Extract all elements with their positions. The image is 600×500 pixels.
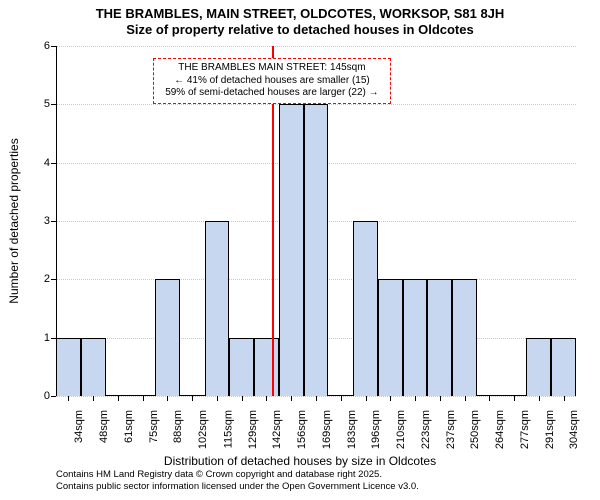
title-line-2: Size of property relative to detached ho…: [0, 22, 600, 38]
x-tick-label: 223sqm: [420, 410, 432, 449]
x-tick: [390, 396, 391, 401]
x-tick-label: 129sqm: [247, 410, 259, 449]
x-tick: [489, 396, 490, 401]
x-axis-label: Distribution of detached houses by size …: [0, 454, 600, 468]
bar: [229, 338, 254, 396]
x-tick-label: 115sqm: [222, 410, 234, 448]
bar: [452, 279, 477, 396]
x-tick-label: 237sqm: [445, 410, 457, 449]
chart-plot-area: 012345634sqm48sqm61sqm75sqm88sqm102sqm11…: [56, 46, 576, 396]
annotation-line-1: THE BRAMBLES MAIN STREET: 145sqm: [160, 62, 384, 75]
x-tick-label: 183sqm: [346, 410, 358, 449]
x-tick-label: 250sqm: [470, 410, 482, 449]
annotation-line-2: ← 41% of detached houses are smaller (15…: [160, 75, 384, 88]
title-line-1: THE BRAMBLES, MAIN STREET, OLDCOTES, WOR…: [0, 6, 600, 22]
x-tick: [539, 396, 540, 401]
x-tick: [341, 396, 342, 401]
bar: [81, 338, 106, 396]
x-tick-label: 196sqm: [371, 410, 383, 449]
bar: [378, 279, 403, 396]
footer-line-2: Contains public sector information licen…: [56, 481, 419, 493]
x-tick: [217, 396, 218, 401]
x-tick-label: 75sqm: [148, 410, 160, 443]
y-tick-label: 0: [6, 390, 50, 402]
chart-title: THE BRAMBLES, MAIN STREET, OLDCOTES, WOR…: [0, 6, 600, 39]
y-tick-label: 6: [6, 40, 50, 52]
x-tick: [118, 396, 119, 401]
y-tick-label: 3: [6, 215, 50, 227]
chart-footer: Contains HM Land Registry data © Crown c…: [56, 469, 419, 494]
x-tick-label: 48sqm: [98, 410, 110, 443]
x-tick: [167, 396, 168, 401]
bar: [526, 338, 551, 396]
x-tick: [192, 396, 193, 401]
x-tick-label: 304sqm: [569, 410, 581, 449]
x-tick-label: 277sqm: [519, 410, 531, 449]
x-tick-label: 102sqm: [197, 410, 209, 449]
x-tick-label: 142sqm: [271, 410, 283, 449]
y-tick-label: 5: [6, 98, 50, 110]
x-tick-label: 169sqm: [321, 410, 333, 449]
annotation-line-3: 59% of semi-detached houses are larger (…: [160, 87, 384, 100]
x-tick: [143, 396, 144, 401]
bar: [254, 338, 279, 396]
bar: [279, 104, 304, 396]
x-tick-label: 156sqm: [296, 410, 308, 449]
x-tick-label: 34sqm: [73, 410, 85, 443]
footer-line-1: Contains HM Land Registry data © Crown c…: [56, 469, 419, 481]
x-tick: [68, 396, 69, 401]
x-tick: [242, 396, 243, 401]
y-tick-label: 1: [6, 332, 50, 344]
bar: [403, 279, 428, 396]
bar: [353, 221, 378, 396]
y-tick-label: 4: [6, 157, 50, 169]
x-tick-label: 88sqm: [172, 410, 184, 443]
bar: [56, 338, 81, 396]
x-tick: [316, 396, 317, 401]
x-tick: [266, 396, 267, 401]
y-tick-label: 2: [6, 273, 50, 285]
x-tick: [564, 396, 565, 401]
x-tick: [440, 396, 441, 401]
bar: [155, 279, 180, 396]
x-tick: [465, 396, 466, 401]
x-tick-label: 264sqm: [494, 410, 506, 449]
x-tick: [415, 396, 416, 401]
x-tick-label: 61sqm: [123, 410, 135, 443]
x-tick: [291, 396, 292, 401]
x-tick-label: 291sqm: [544, 410, 556, 449]
annotation-box: THE BRAMBLES MAIN STREET: 145sqm← 41% of…: [153, 58, 391, 104]
x-tick-label: 210sqm: [395, 410, 407, 449]
bar: [304, 104, 329, 396]
bar: [427, 279, 452, 396]
bar: [551, 338, 576, 396]
bar: [205, 221, 230, 396]
x-tick: [93, 396, 94, 401]
x-tick: [366, 396, 367, 401]
y-tick: [51, 396, 56, 397]
x-tick: [514, 396, 515, 401]
